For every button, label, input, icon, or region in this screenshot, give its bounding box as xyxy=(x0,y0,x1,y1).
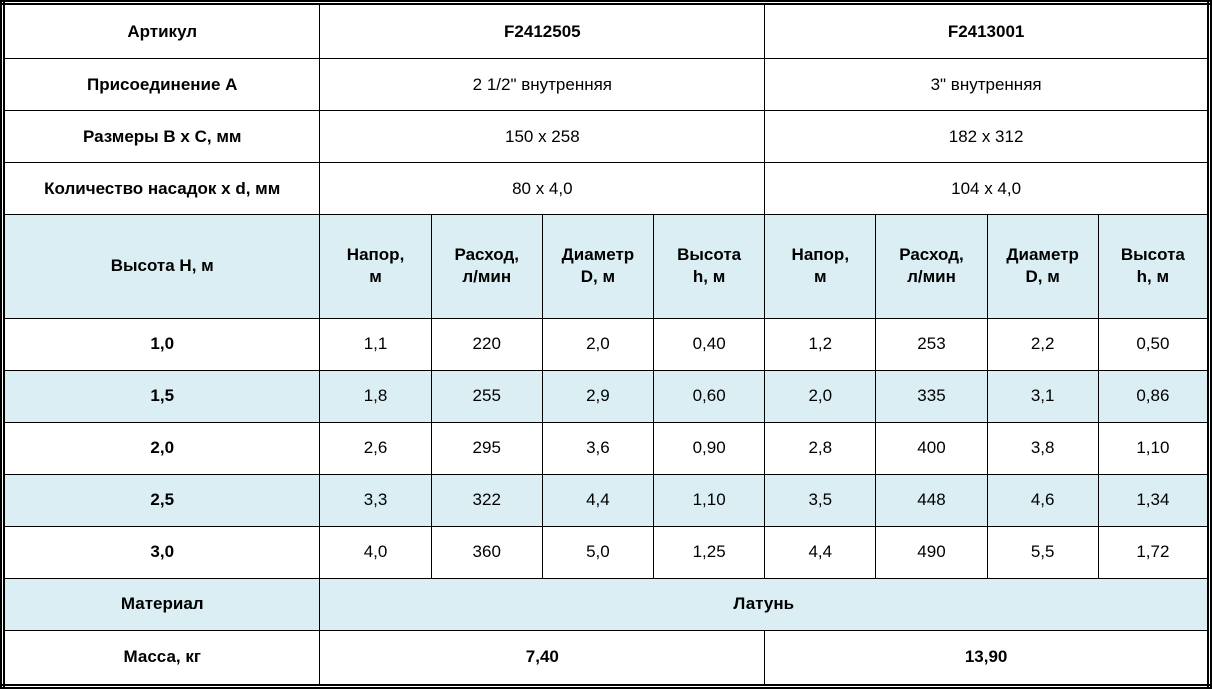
data-cell: 4,4 xyxy=(541,473,655,527)
mass-row-label: Масса, кг xyxy=(1,629,321,688)
data-cell: 1,2 xyxy=(764,317,877,371)
article-number-f2413001[interactable]: F2413001 xyxy=(764,1,1210,60)
data-cell: 1,10 xyxy=(1097,421,1211,475)
material-value: Латунь xyxy=(319,577,1210,631)
nozzle-count-row-label: Количество насадок x d, мм xyxy=(1,162,321,216)
material-row-label: Материал xyxy=(1,577,321,631)
row-height-value: 1,0 xyxy=(1,317,321,371)
data-cell: 5,0 xyxy=(541,525,655,579)
row-height-value: 2,5 xyxy=(1,473,321,527)
nozzle-count-row: Количество насадок x d, мм 80 x 4,0 104 … xyxy=(1,162,1210,216)
data-cell: 3,1 xyxy=(986,369,1099,423)
dimensions-value-right: 182 x 312 xyxy=(764,110,1210,164)
col-header-flow-2: Расход, л/мин xyxy=(875,214,988,319)
data-cell: 4,0 xyxy=(319,525,432,579)
data-cell: 2,8 xyxy=(764,421,877,475)
data-cell: 253 xyxy=(875,317,988,371)
connection-value-right: 3" внутренняя xyxy=(764,58,1210,112)
material-row: Материал Латунь xyxy=(1,577,1210,631)
data-cell: 3,5 xyxy=(764,473,877,527)
nozzle-count-value-left: 80 x 4,0 xyxy=(319,162,766,216)
row-height-value: 3,0 xyxy=(1,525,321,579)
nozzle-count-value-right: 104 x 4,0 xyxy=(764,162,1210,216)
data-cell: 5,5 xyxy=(986,525,1099,579)
spec-data-row: 3,0 4,0 360 5,0 1,25 4,4 490 5,5 1,72 xyxy=(1,525,1211,579)
spec-data-row: 1,5 1,8 255 2,9 0,60 2,0 335 3,1 0,86 xyxy=(1,369,1211,423)
article-row: Артикул F2412505 F2413001 xyxy=(1,1,1210,60)
data-cell: 1,8 xyxy=(319,369,432,423)
col-header-head-1: Напор, м xyxy=(319,214,432,319)
height-column-label: Высота Н, м xyxy=(1,214,321,319)
data-cell: 0,86 xyxy=(1097,369,1211,423)
data-cell: 400 xyxy=(875,421,988,475)
spec-data-row: 2,5 3,3 322 4,4 1,10 3,5 448 4,6 1,34 xyxy=(1,473,1211,527)
data-cell: 1,25 xyxy=(653,525,766,579)
data-cell: 0,40 xyxy=(653,317,766,371)
col-header-flow-1: Расход, л/мин xyxy=(430,214,543,319)
data-cell: 2,9 xyxy=(541,369,655,423)
data-cell: 3,8 xyxy=(986,421,1099,475)
spec-data-row: 2,0 2,6 295 3,6 0,90 2,8 400 3,8 1,10 xyxy=(1,421,1211,475)
data-cell: 4,6 xyxy=(986,473,1099,527)
data-cell: 335 xyxy=(875,369,988,423)
data-cell: 360 xyxy=(430,525,543,579)
col-header-height-1: Высота h, м xyxy=(653,214,766,319)
data-cell: 3,6 xyxy=(541,421,655,475)
article-row-label: Артикул xyxy=(1,1,321,60)
data-cell: 490 xyxy=(875,525,988,579)
connection-value-left: 2 1/2" внутренняя xyxy=(319,58,766,112)
col-header-height-2: Высота h, м xyxy=(1097,214,1211,319)
mass-value-right: 13,90 xyxy=(764,629,1210,688)
data-cell: 295 xyxy=(430,421,543,475)
col-header-diameter-1: Диаметр D, м xyxy=(541,214,655,319)
data-cell: 1,1 xyxy=(319,317,432,371)
dimensions-row-label: Размеры B x C, мм xyxy=(1,110,321,164)
connection-row-label: Присоединение А xyxy=(1,58,321,112)
data-cell: 1,72 xyxy=(1097,525,1211,579)
row-height-value: 1,5 xyxy=(1,369,321,423)
spec-data-row: 1,0 1,1 220 2,0 0,40 1,2 253 2,2 0,50 xyxy=(1,317,1211,371)
mass-row: Масса, кг 7,40 13,90 xyxy=(1,629,1210,688)
data-cell: 0,50 xyxy=(1097,317,1211,371)
col-header-diameter-2: Диаметр D, м xyxy=(986,214,1099,319)
data-cell: 448 xyxy=(875,473,988,527)
spec-header-row: Высота Н, м Напор, м Расход, л/мин Диаме… xyxy=(1,214,1211,319)
data-cell: 2,2 xyxy=(986,317,1099,371)
connection-row: Присоединение А 2 1/2" внутренняя 3" вну… xyxy=(1,58,1210,112)
mass-value-left: 7,40 xyxy=(319,629,766,688)
data-cell: 322 xyxy=(430,473,543,527)
data-cell: 220 xyxy=(430,317,543,371)
data-cell: 2,6 xyxy=(319,421,432,475)
dimensions-value-left: 150 x 258 xyxy=(319,110,766,164)
col-header-head-2: Напор, м xyxy=(764,214,877,319)
data-cell: 2,0 xyxy=(764,369,877,423)
dimensions-row: Размеры B x C, мм 150 x 258 182 x 312 xyxy=(1,110,1210,164)
data-cell: 1,34 xyxy=(1097,473,1211,527)
data-cell: 1,10 xyxy=(653,473,766,527)
row-height-value: 2,0 xyxy=(1,421,321,475)
data-cell: 3,3 xyxy=(319,473,432,527)
data-cell: 0,60 xyxy=(653,369,766,423)
data-cell: 4,4 xyxy=(764,525,877,579)
data-cell: 2,0 xyxy=(541,317,655,371)
data-cell: 255 xyxy=(430,369,543,423)
article-number-f2412505[interactable]: F2412505 xyxy=(319,1,766,60)
data-cell: 0,90 xyxy=(653,421,766,475)
